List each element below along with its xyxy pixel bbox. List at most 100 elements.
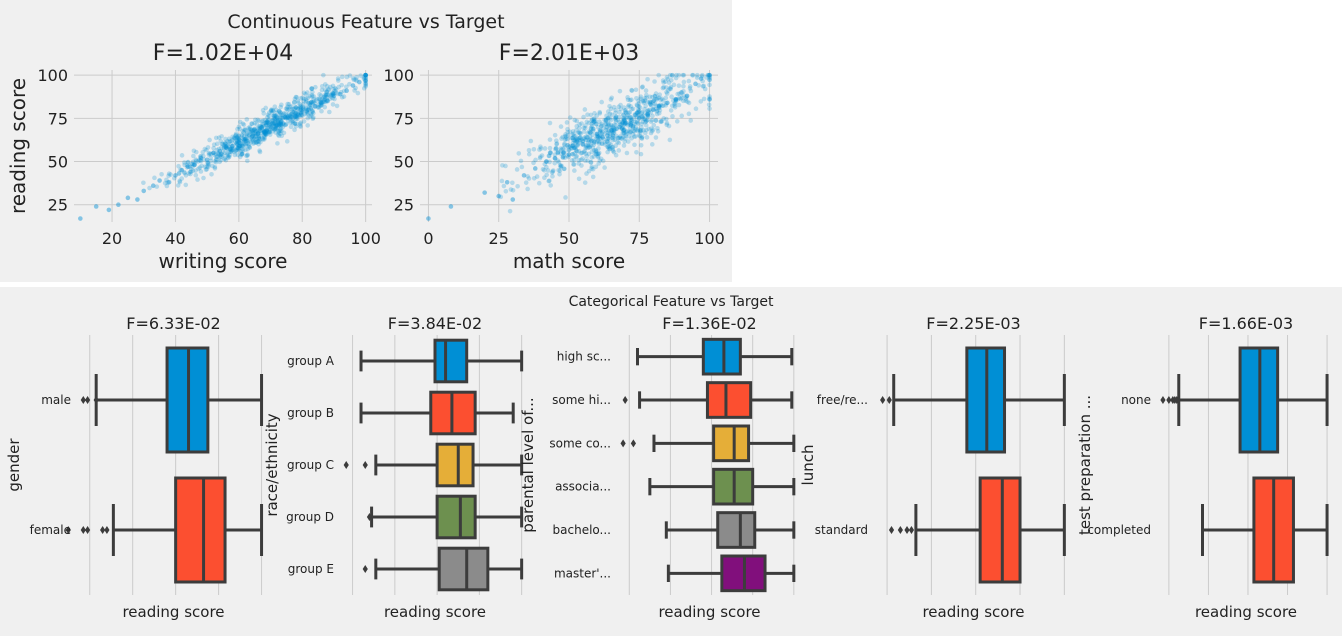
- scatter-point: [605, 120, 611, 126]
- scatter-point: [213, 159, 219, 165]
- scatter-point: [653, 103, 658, 109]
- scatter-point: [225, 155, 231, 161]
- scatter-point: [610, 147, 616, 152]
- scatter-point: [590, 174, 596, 180]
- scatter-point: [573, 154, 579, 160]
- scatter-point: [265, 119, 271, 125]
- scatter-point: [321, 72, 326, 78]
- scatter-point: [676, 72, 682, 78]
- scatter-point: [303, 91, 308, 97]
- scatter-point: [251, 140, 257, 145]
- scatter-point: [681, 93, 686, 98]
- scatter-point: [363, 72, 368, 78]
- x-tick-label: 100: [694, 229, 725, 248]
- scatter-point: [254, 139, 260, 145]
- category-label: free/re...: [817, 393, 868, 407]
- scatter-point: [504, 179, 510, 185]
- scatter-point: [605, 127, 610, 133]
- scatter-point: [576, 176, 582, 182]
- continuous-suptitle: Continuous Feature vs Target: [227, 11, 504, 33]
- scatter-point: [298, 120, 303, 125]
- scatter-point: [593, 121, 599, 127]
- scatter-point: [250, 133, 256, 139]
- scatter-point: [279, 119, 284, 124]
- scatter-point: [271, 115, 276, 121]
- scatter-point: [605, 139, 610, 145]
- scatter-point: [311, 115, 316, 120]
- scatter-point: [287, 116, 292, 121]
- scatter-point: [238, 143, 243, 148]
- scatter-point: [265, 112, 271, 118]
- scatter-point: [651, 122, 657, 128]
- scatter-point: [227, 146, 233, 152]
- scatter-point: [287, 104, 293, 110]
- scatter-point: [250, 137, 255, 142]
- scatter-point: [322, 94, 327, 99]
- scatter-point: [259, 124, 265, 130]
- scatter-point: [621, 127, 627, 133]
- scatter-point: [629, 88, 635, 93]
- scatter-point: [673, 97, 679, 103]
- scatter-point: [363, 72, 368, 78]
- scatter-point: [687, 84, 693, 89]
- scatter-point: [586, 151, 592, 157]
- scatter-point: [636, 114, 642, 120]
- scatter-point: [567, 129, 573, 135]
- scatter-point: [620, 112, 626, 118]
- scatter-point: [617, 124, 622, 130]
- scatter-point: [147, 185, 152, 191]
- scatter-point: [621, 122, 627, 127]
- scatter-point: [363, 78, 368, 84]
- scatter-point: [330, 90, 335, 96]
- scatter-point: [162, 180, 168, 186]
- scatter-point: [644, 95, 649, 100]
- scatter-point: [694, 75, 700, 80]
- scatter-point: [448, 204, 454, 209]
- scatter-point: [581, 114, 586, 120]
- category-label: standard: [815, 523, 868, 537]
- scatter-point: [187, 164, 193, 169]
- scatter-point: [274, 118, 280, 124]
- scatter-point: [699, 72, 705, 78]
- scatter-point: [232, 140, 238, 145]
- scatter-point: [235, 139, 240, 145]
- scatter-point: [242, 138, 247, 144]
- scatter-point: [707, 106, 712, 111]
- y-tick-label: 50: [394, 153, 414, 172]
- scatter-point: [636, 108, 642, 113]
- scatter-point: [609, 129, 615, 135]
- scatter-point: [231, 135, 237, 141]
- scatter-point: [537, 155, 543, 161]
- scatter-point: [647, 100, 653, 106]
- scatter-point: [240, 146, 245, 152]
- scatter-point: [206, 164, 211, 170]
- scatter-point: [267, 129, 272, 134]
- scatter-point: [263, 120, 269, 126]
- scatter-point: [628, 120, 634, 126]
- scatter-point: [191, 153, 196, 159]
- scatter-point: [213, 151, 219, 157]
- scatter-point: [193, 157, 199, 162]
- scatter-point: [292, 121, 298, 126]
- scatter-point: [668, 86, 673, 92]
- scatter-point: [573, 147, 578, 152]
- outlier-marker: [1174, 396, 1180, 404]
- scatter-point: [558, 151, 564, 157]
- y-axis-label: parental level of...: [519, 397, 537, 532]
- scatter-point: [624, 115, 629, 121]
- scatter-point: [245, 133, 250, 138]
- scatter-point: [150, 183, 156, 189]
- scatter-point: [598, 136, 603, 142]
- scatter-point: [173, 173, 178, 178]
- scatter-point: [617, 121, 623, 127]
- scatter-point: [599, 99, 605, 105]
- scatter-point: [272, 113, 278, 119]
- scatter-point: [571, 162, 577, 167]
- scatter-point: [212, 164, 218, 170]
- scatter-point: [656, 105, 662, 111]
- scatter-point: [572, 137, 578, 143]
- scatter-point: [596, 161, 601, 166]
- scatter-point: [264, 119, 270, 124]
- scatter-point: [618, 136, 624, 141]
- scatter-point: [635, 128, 640, 134]
